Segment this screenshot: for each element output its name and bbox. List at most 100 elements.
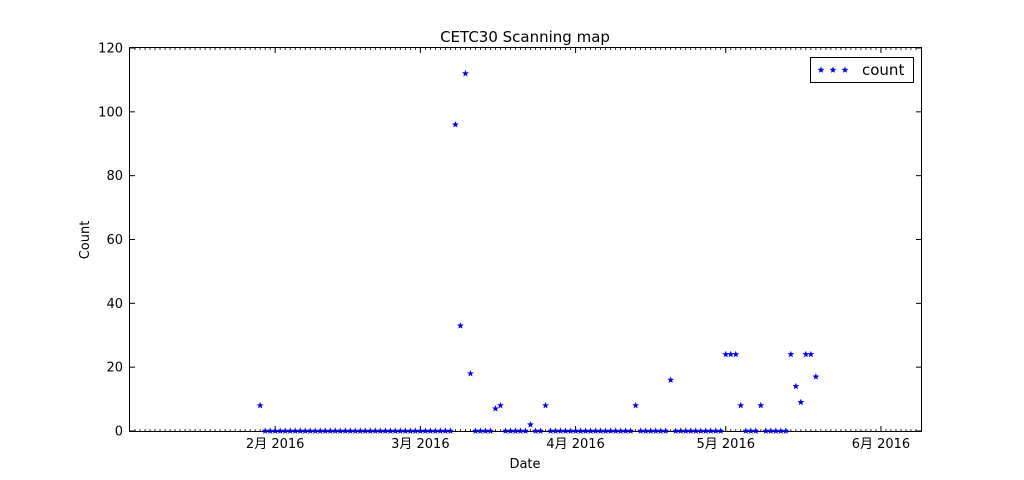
data-point	[517, 427, 524, 434]
data-point	[762, 427, 770, 434]
y-tick-label: 60	[106, 233, 123, 248]
data-point	[462, 69, 469, 77]
data-point	[562, 427, 569, 434]
data-point	[582, 427, 589, 434]
data-point	[361, 427, 369, 434]
chart-title: CETC30 Scanning map	[440, 28, 610, 46]
data-point	[376, 427, 384, 434]
data-point	[256, 401, 264, 409]
data-point	[767, 427, 775, 434]
data-point	[502, 427, 509, 434]
data-point	[747, 427, 755, 434]
legend: count	[810, 57, 914, 83]
data-point	[707, 427, 715, 434]
data-point	[717, 427, 725, 434]
legend-label: count	[862, 61, 904, 79]
data-point	[782, 427, 790, 434]
y-tick-label: 0	[115, 425, 123, 440]
data-point	[512, 427, 519, 434]
data-point	[271, 427, 279, 434]
data-point	[441, 427, 449, 434]
x-tick-label: 6月 2016	[852, 437, 911, 452]
data-point	[336, 427, 344, 434]
data-point	[702, 427, 710, 434]
data-point	[757, 401, 765, 409]
data-point	[386, 427, 394, 434]
y-tick-label: 40	[106, 297, 123, 312]
data-point	[722, 350, 730, 358]
data-point	[737, 401, 745, 409]
data-point	[497, 401, 504, 409]
data-points	[256, 69, 820, 434]
data-point	[802, 350, 810, 358]
data-point	[727, 350, 735, 358]
y-axis: 0 20 40 60 80 100 120	[98, 42, 921, 440]
data-point	[411, 427, 419, 434]
data-point	[697, 427, 705, 434]
data-point	[677, 427, 685, 434]
data-point	[326, 427, 334, 434]
data-point	[602, 427, 610, 434]
x-axis-label: Date	[509, 457, 540, 472]
data-point	[567, 427, 574, 434]
x-axis: 2月 2016 3月 2016 4月 2016 5月 2016 6月 2016	[134, 48, 917, 452]
plot-frame	[129, 47, 922, 432]
data-point	[341, 427, 349, 434]
data-point	[792, 382, 800, 390]
data-point	[812, 373, 820, 380]
data-point	[542, 401, 549, 409]
data-point	[421, 427, 429, 434]
data-point	[692, 427, 700, 434]
data-point	[507, 427, 514, 434]
data-point	[426, 427, 434, 434]
data-point	[381, 427, 389, 434]
data-point	[301, 427, 309, 434]
y-axis-label: Count	[78, 221, 93, 260]
data-point	[306, 427, 314, 434]
data-point	[712, 427, 720, 434]
legend-marker	[817, 66, 825, 73]
data-point	[482, 427, 489, 434]
data-point	[787, 350, 795, 358]
data-point	[682, 427, 690, 434]
data-point	[416, 427, 424, 434]
data-point	[291, 427, 299, 434]
data-point	[657, 427, 665, 434]
data-point	[777, 427, 785, 434]
y-tick-label: 80	[106, 169, 123, 184]
data-point	[331, 427, 339, 434]
data-point	[321, 427, 329, 434]
data-point	[261, 427, 269, 434]
data-point	[281, 427, 289, 434]
data-point	[477, 427, 484, 434]
data-point	[617, 427, 625, 434]
data-point	[311, 427, 319, 434]
data-point	[472, 427, 479, 434]
data-point	[492, 405, 499, 412]
data-point	[597, 427, 605, 434]
x-tick-label: 5月 2016	[697, 437, 756, 452]
data-point	[752, 427, 760, 434]
data-point	[391, 427, 399, 434]
legend-markers	[817, 66, 849, 73]
data-point	[687, 427, 695, 434]
y-tick-label: 100	[98, 105, 123, 120]
data-point	[316, 427, 324, 434]
data-point	[612, 427, 620, 434]
data-point	[276, 427, 284, 434]
data-point	[296, 427, 304, 434]
data-point	[431, 427, 439, 434]
data-point	[401, 427, 409, 434]
data-point	[351, 427, 359, 434]
y-tick-label: 20	[106, 361, 123, 376]
data-point	[637, 427, 645, 434]
data-point	[667, 376, 675, 383]
data-point	[356, 427, 364, 434]
data-point	[642, 427, 650, 434]
data-point	[807, 350, 815, 358]
data-point	[396, 427, 404, 434]
data-point	[672, 427, 680, 434]
data-point	[446, 427, 454, 434]
data-point	[592, 427, 600, 434]
